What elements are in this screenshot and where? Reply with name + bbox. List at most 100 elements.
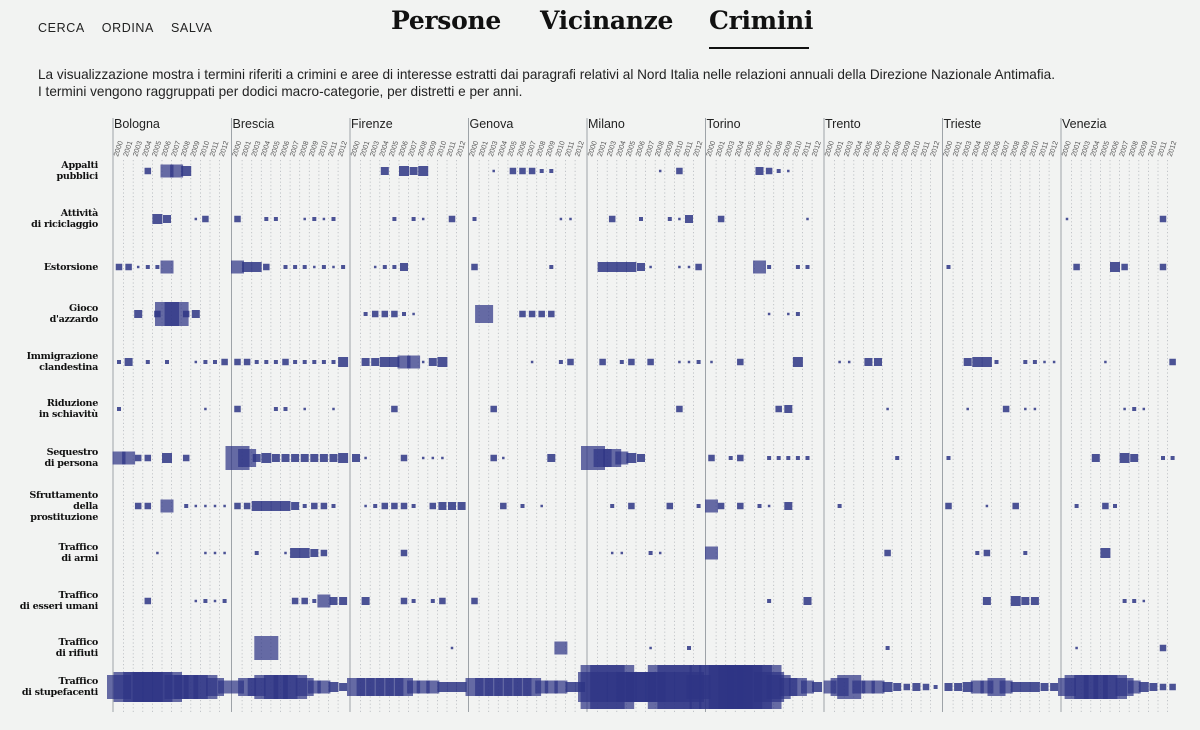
- category-label[interactable]: Traffico di esseri umani: [14, 590, 99, 612]
- crime-mark: [767, 456, 772, 460]
- category-label-line: di riciclaggio: [31, 219, 98, 230]
- crime-mark: [710, 360, 713, 364]
- crime-mark: [254, 636, 279, 660]
- category-label[interactable]: Traffico di stupefacenti: [14, 676, 98, 698]
- crime-mark: [450, 646, 454, 650]
- crime-mark: [301, 597, 308, 605]
- nav-ordina[interactable]: ORDINA: [101, 21, 154, 35]
- category-label[interactable]: Estorsione: [14, 262, 98, 273]
- category-label[interactable]: Attività di riciclaggio: [14, 208, 98, 230]
- crime-mark: [421, 360, 425, 364]
- crime-mark: [471, 263, 478, 271]
- crime-mark: [1020, 682, 1031, 692]
- crime-mark: [608, 215, 616, 223]
- crime-mark: [313, 265, 316, 269]
- crime-mark: [329, 454, 338, 462]
- category-label[interactable]: Sfruttamento della prostituzione: [14, 490, 98, 523]
- category-label-line: di rifiuti: [55, 648, 99, 659]
- crime-mark: [125, 263, 132, 271]
- district-label-brescia[interactable]: Brescia: [232, 117, 275, 131]
- crime-mark: [776, 456, 781, 460]
- nav-salva[interactable]: SALVA: [170, 21, 213, 35]
- crime-mark: [234, 215, 241, 223]
- crime-mark: [676, 167, 683, 175]
- crime-mark: [1052, 360, 1056, 364]
- crime-mark: [639, 217, 643, 221]
- crime-mark: [1161, 456, 1165, 460]
- district-label-genova[interactable]: Genova: [469, 117, 514, 131]
- district-label-milano[interactable]: Milano: [588, 117, 625, 131]
- category-label-line: in schiavitù: [38, 409, 98, 420]
- district-label-trento[interactable]: Trento: [825, 117, 861, 131]
- tab-persone[interactable]: Persone: [391, 6, 501, 35]
- category-label[interactable]: Sequestro di persona: [14, 447, 98, 469]
- category-label[interactable]: Appalti pubblici: [14, 160, 99, 182]
- crime-mark: [122, 451, 136, 465]
- crime-mark: [160, 260, 174, 274]
- crime-mark: [331, 360, 336, 364]
- crime-mark: [238, 449, 257, 467]
- crime-mark: [194, 360, 198, 364]
- crime-mark: [134, 310, 143, 318]
- district-label-bologna[interactable]: Bologna: [114, 117, 160, 131]
- category-label-line: Immigrazione: [26, 351, 99, 362]
- crime-mark: [392, 217, 397, 221]
- crime-mark: [273, 360, 278, 364]
- crime-mark: [213, 599, 217, 603]
- crime-mark: [1073, 263, 1080, 271]
- crime-mark: [283, 265, 288, 269]
- crime-mark: [705, 499, 718, 513]
- crime-mark: [871, 680, 885, 694]
- category-label[interactable]: Gioco d'azzardo: [14, 303, 99, 325]
- crime-mark: [447, 682, 457, 692]
- crime-mark: [448, 502, 456, 510]
- crime-mark: [999, 680, 1013, 694]
- category-label-line: Appalti: [61, 160, 98, 171]
- crime-mark: [280, 501, 291, 511]
- crime-mark: [320, 549, 328, 557]
- crime-mark: [705, 546, 718, 560]
- crime-mark: [329, 597, 338, 605]
- crime-mark: [490, 454, 497, 462]
- district-label-torino[interactable]: Torino: [706, 117, 741, 131]
- category-label[interactable]: Traffico di armi: [14, 542, 99, 564]
- crime-mark: [203, 599, 208, 603]
- crime-mark: [687, 360, 691, 364]
- crime-mark: [379, 357, 390, 367]
- category-label[interactable]: Traffico di rifiuti: [14, 637, 99, 659]
- crime-mark: [163, 215, 171, 223]
- tab-crimini[interactable]: Crimini: [709, 6, 814, 35]
- crime-mark: [317, 680, 331, 694]
- category-label[interactable]: Immigrazione clandestina: [14, 351, 99, 373]
- crime-mark: [439, 597, 446, 605]
- crime-mark: [145, 265, 150, 269]
- crime-mark: [945, 502, 952, 510]
- district-label-venezia[interactable]: Venezia: [1062, 117, 1107, 131]
- nav-cerca[interactable]: CERCA: [38, 21, 85, 35]
- district-label-firenze[interactable]: Firenze: [351, 117, 393, 131]
- crime-mark: [1002, 405, 1010, 413]
- crime-mark: [619, 360, 624, 364]
- crime-mark: [717, 215, 725, 223]
- crime-mark: [1159, 644, 1167, 652]
- crime-mark: [678, 217, 681, 221]
- crime-mark: [895, 456, 900, 460]
- category-label[interactable]: Riduzione in schiavitù: [14, 398, 98, 420]
- district-label-trieste[interactable]: Trieste: [943, 117, 982, 131]
- crime-mark: [803, 597, 812, 605]
- crime-mark: [737, 454, 744, 462]
- crime-mark: [291, 597, 299, 605]
- crime-mark: [944, 683, 953, 691]
- crime-mark: [1043, 360, 1046, 364]
- crime-mark: [1113, 504, 1117, 508]
- tab-vicinanze[interactable]: Vicinanze: [540, 6, 674, 35]
- crime-mark: [382, 265, 387, 269]
- crime-mark: [864, 358, 873, 366]
- crime-mark: [331, 217, 336, 221]
- crime-mark: [332, 407, 335, 411]
- crime-mark: [223, 504, 226, 508]
- crime-mark: [293, 360, 298, 364]
- crime-mark: [540, 504, 543, 508]
- crime-mark: [283, 407, 288, 411]
- crime-mark: [303, 407, 306, 411]
